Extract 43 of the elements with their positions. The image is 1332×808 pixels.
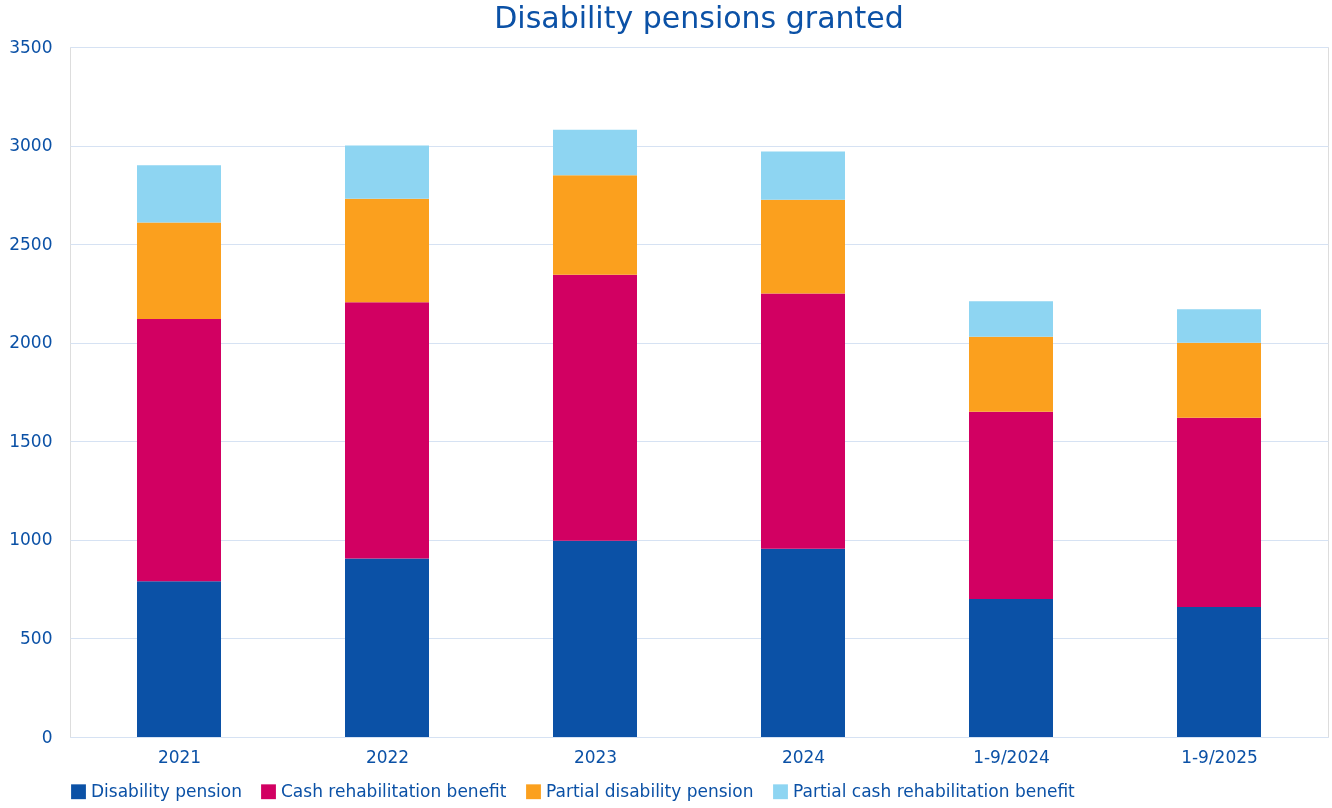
x-tick-label: 2022: [365, 746, 410, 767]
legend-label: Cash rehabilitation benefit: [281, 780, 507, 801]
y-tick-label: 2000: [9, 332, 53, 353]
y-tick-label: 0: [41, 726, 53, 747]
bar: [137, 319, 221, 582]
bar: [553, 129, 637, 176]
bar: [553, 175, 637, 275]
bar: [969, 599, 1053, 737]
x-tick-label: 2024: [781, 746, 826, 767]
bar: [345, 302, 429, 559]
y-tick-label: 1000: [9, 529, 53, 550]
y-tick-label: 1500: [9, 430, 53, 451]
bar: [553, 274, 637, 541]
bar: [137, 165, 221, 223]
bar: [969, 336, 1053, 412]
legend-label: Disability pension: [91, 780, 242, 801]
bar: [1177, 342, 1261, 418]
bar: [969, 301, 1053, 337]
bar: [761, 293, 845, 549]
bar: [345, 145, 429, 199]
legend-label: Partial cash rehabilitation benefit: [793, 780, 1076, 801]
legend-label: Partial disability pension: [546, 780, 754, 801]
bar: [761, 548, 845, 737]
y-tick-label: 2500: [9, 233, 53, 254]
y-tick-label: 3500: [9, 36, 53, 57]
bar: [969, 411, 1053, 599]
bar: [345, 558, 429, 737]
x-tick-label: 1-9/2025: [1181, 746, 1258, 767]
x-tick-label: 2021: [157, 746, 202, 767]
x-tick-label: 2023: [573, 746, 618, 767]
y-tick-label: 500: [20, 627, 53, 648]
bar: [137, 222, 221, 320]
bar: [1177, 309, 1261, 343]
x-tick-label: 1-9/2024: [973, 746, 1050, 767]
bar: [1177, 606, 1261, 737]
chart-title: Disability pensions granted: [494, 0, 904, 35]
bar: [137, 581, 221, 737]
bar: [345, 198, 429, 303]
y-tick-label: 3000: [9, 135, 53, 156]
bar: [761, 151, 845, 200]
bar: [553, 540, 637, 737]
bar: [1177, 417, 1261, 607]
bar: [761, 199, 845, 294]
